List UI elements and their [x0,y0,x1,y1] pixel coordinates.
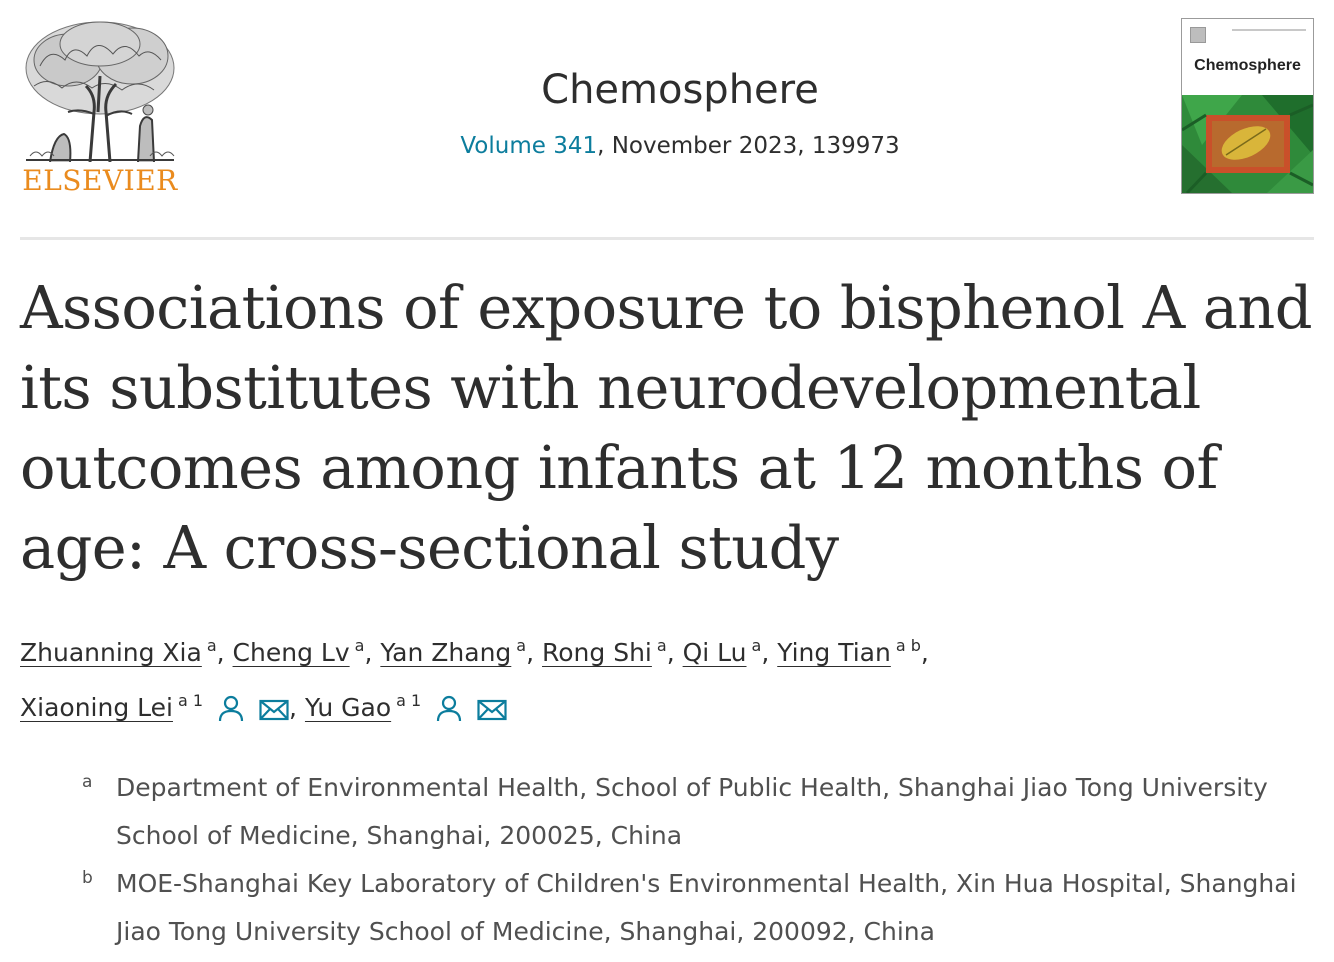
author-name-link[interactable]: Xiaoning Lei [20,693,173,722]
journal-cover-thumbnail[interactable]: Chemosphere [1181,18,1314,194]
author: Cheng Lv a [232,636,365,667]
article-title: Associations of exposure to bisphenol A … [20,273,1312,582]
cover-publisher-mark [1190,27,1206,43]
author: Zhuanning Xia a [20,636,217,667]
author-name-link[interactable]: Zhuanning Xia [20,638,202,667]
author-name-link[interactable]: Yan Zhang [380,638,512,667]
elsevier-tree-logo[interactable] [20,16,180,198]
cover-title: Chemosphere [1194,57,1301,74]
author: Xiaoning Lei a 1 [20,691,289,722]
journal-block: Chemosphere Volume 341, November 2023, 1… [340,62,1020,162]
publisher-name: ELSEVIER [22,164,178,197]
author-affiliation-sup: a 1 [177,691,204,710]
tree-logo-icon [25,21,175,162]
author-affiliation-sup: a [751,636,762,655]
journal-issue-info: Volume 341, November 2023, 139973 [340,130,1020,162]
author-affiliation-sup: a [516,636,527,655]
author-list: Zhuanning Xia a, Cheng Lv a, Yan Zhang a, R… [20,636,929,722]
affiliation-text: MOE-Shanghai Key Laboratory of Children'… [116,869,1297,946]
cover-stripe [1232,29,1306,31]
volume-link[interactable]: Volume 341 [460,133,598,159]
author-affiliation-sup: a b [895,636,921,655]
affiliation-label: b [82,868,93,888]
cover-leaf-image [1182,95,1313,193]
journal-title-link[interactable]: Chemosphere [541,67,819,113]
author-name-link[interactable]: Qi Lu [682,638,747,667]
author-affiliation-sup: a 1 [396,691,422,710]
affiliation-text: Department of Environmental Health, Scho… [116,773,1268,850]
email-icon[interactable] [259,698,289,722]
author-name-link[interactable]: Cheng Lv [232,638,350,667]
author: Ying Tian a b [777,636,921,667]
author-affiliation-sup: a [354,636,365,655]
affiliation-label: a [82,772,93,792]
author: Yu Gao a 1 [304,691,507,722]
affiliation-item: a Department of Environmental Health, Sc… [20,764,1320,860]
person-icon[interactable] [435,694,463,722]
article-header: ELSEVIER Chemosphere Volume 341, Novembe… [0,0,1334,240]
author-name-link[interactable]: Yu Gao [304,693,392,722]
author-affiliation-sup: a [206,636,217,655]
issue-details: , November 2023, 139973 [597,133,900,159]
author: Yan Zhang a [380,636,527,667]
person-icon[interactable] [217,694,245,722]
affiliation-list: a Department of Environmental Health, Sc… [20,764,1320,956]
author-name-link[interactable]: Ying Tian [777,638,891,667]
author-name-link[interactable]: Rong Shi [542,638,652,667]
email-icon[interactable] [477,698,507,722]
header-divider [20,237,1314,240]
author-affiliation-sup: a [656,636,667,655]
author: Rong Shi a [542,636,667,667]
author: Qi Lu a [682,636,762,667]
affiliation-item: b MOE-Shanghai Key Laboratory of Childre… [20,860,1320,956]
